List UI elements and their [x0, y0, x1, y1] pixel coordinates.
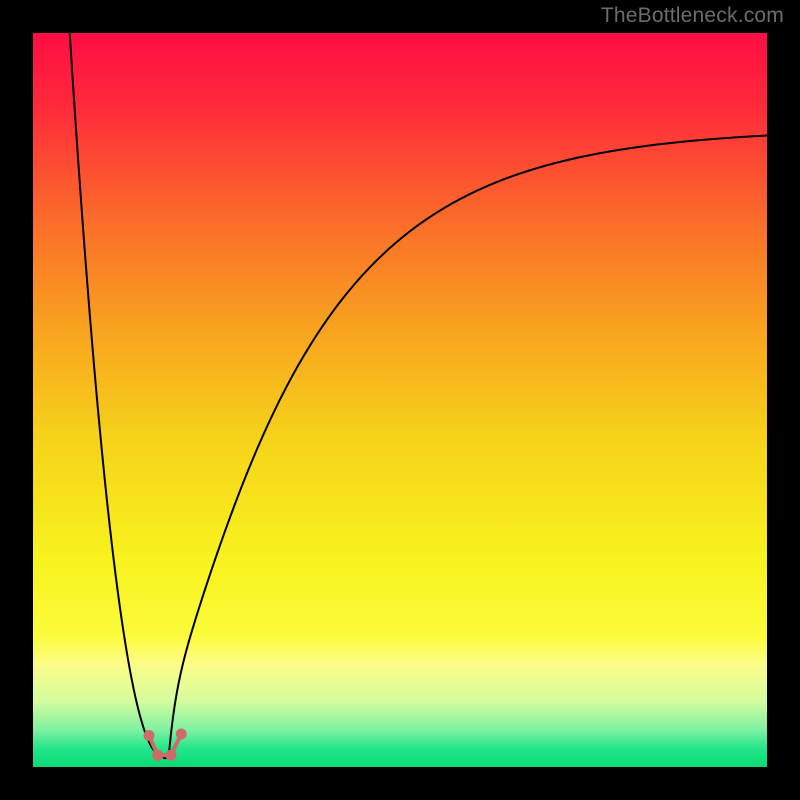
valley-marker-point [152, 750, 163, 761]
curve-right-branch [169, 136, 767, 756]
curve-left-branch [70, 33, 162, 755]
valley-marker-point [176, 728, 187, 739]
watermark-text: TheBottleneck.com [601, 4, 784, 28]
bottleneck-curve-chart [0, 0, 800, 800]
valley-marker-point [165, 750, 176, 761]
valley-marker-point [143, 730, 154, 741]
